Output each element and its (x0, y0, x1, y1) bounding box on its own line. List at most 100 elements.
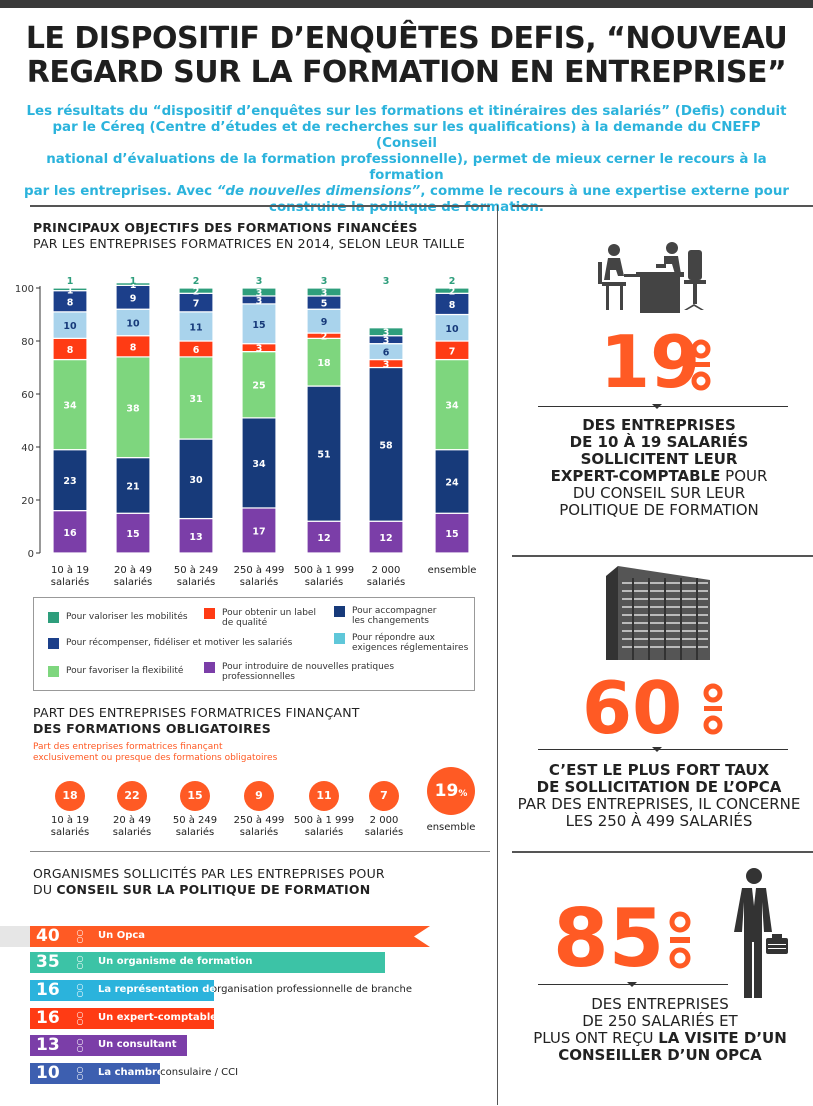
bar-segment (241, 350, 277, 419)
organism-bar: 13 ○ ○ Un consultant (30, 1035, 187, 1056)
organism-value: 16 (36, 980, 60, 1000)
bar-segment (52, 311, 88, 339)
bar-segment (434, 512, 470, 554)
bar-value-label: 13 (189, 532, 202, 543)
bar-value-label: 1 (130, 280, 137, 291)
stat2-rule (538, 749, 788, 750)
bar-value-label: 9 (130, 293, 137, 304)
bar-segment (178, 517, 214, 554)
stat2-number: 60 (582, 666, 683, 750)
legend-label: les changements (352, 616, 429, 626)
divider (30, 205, 490, 207)
x-tick-label: 2 000 (372, 565, 401, 576)
chart-title: PRINCIPAUX OBJECTIFS DES FORMATIONS FINA… (33, 220, 465, 252)
percent-icon (691, 339, 711, 391)
title-line-2: REGARD SUR LA FORMATION EN ENTREPRISE” (26, 55, 787, 90)
x-tick-label: salariés (367, 576, 406, 588)
organism-value: 40 (36, 926, 60, 946)
organism-bar-shadow (0, 926, 30, 947)
bar-segment (306, 337, 342, 387)
intro-text: , comme le recours à une expertise exter… (420, 184, 789, 199)
legend-swatch (334, 606, 345, 617)
bar-value-label: 10 (63, 321, 77, 332)
bar-value-label: 3 (256, 344, 263, 355)
bar-top-label: 2 (449, 276, 456, 287)
top-bar (0, 0, 813, 8)
intro-line: Les résultats du “dispositif d’enquêtes … (26, 104, 787, 119)
ensemble-value: 19 (434, 781, 459, 801)
stat3-caret (627, 982, 637, 987)
bar-value-label: 38 (126, 403, 140, 414)
x-tick-label: salariés (51, 576, 90, 588)
bar-value-label: 18 (317, 358, 331, 369)
organism-value: 13 (36, 1035, 60, 1055)
divider (512, 205, 813, 207)
bar-value-label: 2 (449, 287, 456, 298)
meeting-people-icon (598, 242, 706, 313)
bar-value-label: 8 (67, 345, 74, 356)
percent-icon: ○ ○ (76, 1010, 84, 1026)
bar-value-label: 34 (252, 459, 266, 470)
organism-value: 35 (36, 952, 60, 972)
bar-segment (368, 327, 404, 337)
organism-label-overflow: La représentation de l’organisation prof… (98, 984, 413, 995)
y-tick-label: 0 (28, 549, 34, 560)
stat1-caret (652, 404, 662, 409)
stat1-text: DES ENTREPRISES DE 10 À 19 SALARIÉS SOLL… (550, 416, 768, 519)
bar-value-label: 2 (193, 287, 200, 298)
legend-label: de qualité (222, 618, 268, 628)
bar-value-label: 15 (445, 529, 458, 540)
divider (30, 851, 490, 852)
organism-label: La représentation de l’organisation prof… (98, 984, 214, 995)
bar-segment (178, 438, 214, 520)
intro-paragraph: Les résultats du “dispositif d’enquêtes … (24, 104, 789, 216)
bar-segment (306, 287, 342, 297)
stat2-caret (652, 747, 662, 752)
legend-swatch (48, 638, 59, 649)
stat1-number: 19 (600, 320, 701, 404)
bar-value-label: 17 (252, 526, 265, 537)
obligatory-circle-ensemble: 19% (427, 767, 475, 815)
bar-value-label: 12 (379, 533, 392, 544)
x-tick-label: 50 à 249 (174, 564, 218, 576)
obligatory-note: Part des entreprises formatrices finança… (33, 742, 277, 764)
bar-segment (434, 313, 470, 342)
bar-segment (52, 287, 88, 292)
bar-top-label: 3 (383, 276, 390, 287)
organism-bar: 35 ○ ○ Un organisme de formation (30, 952, 385, 973)
bar-value-label: 6 (193, 345, 200, 356)
organism-bar: 10 ○○ La chambre consulaire / CCI (30, 1063, 160, 1084)
stat3-text: DES ENTREPRISES DE 250 SALARIÉS ET PLUS … (533, 995, 787, 1064)
bar-value-label: 7 (193, 299, 200, 310)
chart-subtitle: PAR LES ENTREPRISES FORMATRICES EN 2014,… (33, 236, 465, 251)
bar-segment (368, 366, 404, 522)
bar-value-label: 6 (383, 348, 390, 359)
bar-value-label: 3 (321, 288, 328, 299)
obligatory-circle: 15 (180, 781, 210, 811)
x-tick-label: salariés (114, 576, 153, 588)
bar-segment (52, 449, 88, 512)
note-line: Part des entreprises formatrices finança… (33, 742, 223, 752)
x-tick-label: 20 à 49 (114, 564, 152, 576)
bar-segment (178, 287, 214, 294)
organism-value: 10 (36, 1063, 60, 1083)
percent-icon (669, 911, 691, 969)
bar-segment (368, 520, 404, 554)
stat2-text: C’EST LE PLUS FORT TAUX DE SOLLICITATION… (517, 761, 801, 830)
obligatory-label: 10 à 19 salariés (50, 815, 90, 838)
bar-value-label: 23 (63, 476, 76, 487)
chart-legend: Pour valoriser les mobilités Pour obteni… (33, 597, 475, 691)
percent-icon: ○ ○ (76, 928, 84, 944)
bar-value-label: 15 (126, 529, 139, 540)
bar-top-label: 1 (130, 276, 137, 287)
organisms-title-line: DU CONSEIL SUR LA POLITIQUE DE FORMATION (33, 882, 371, 897)
x-tick-label: salariés (240, 576, 279, 588)
bar-value-label: 5 (321, 299, 328, 310)
bar-segment (52, 510, 88, 554)
bar-top-label: 1 (67, 276, 74, 287)
bar-value-label: 58 (379, 440, 393, 451)
obligatory-label: 50 à 249 salariés (172, 815, 218, 838)
intro-line: par le Céreq (Centre d’études et de rech… (52, 120, 761, 151)
bar-value-label: 3 (383, 360, 390, 371)
